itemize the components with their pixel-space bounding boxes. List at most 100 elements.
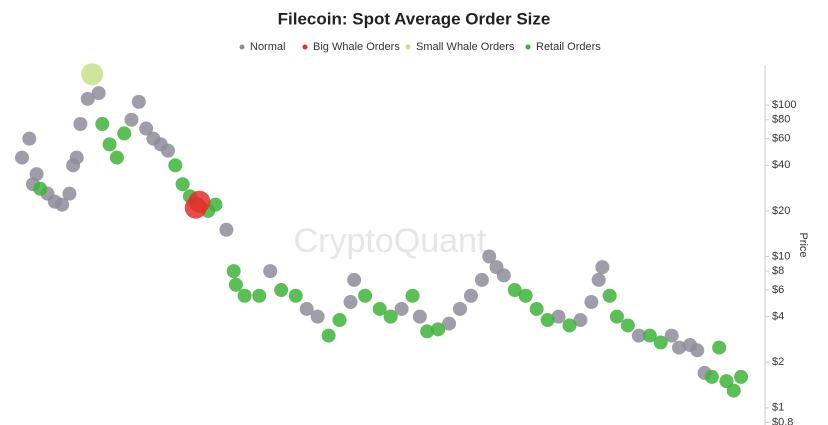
data-point bbox=[551, 309, 566, 324]
data-point bbox=[529, 301, 544, 316]
data-point bbox=[263, 264, 278, 279]
data-point bbox=[188, 190, 211, 213]
watermark: CryptoQuant bbox=[294, 222, 487, 260]
legend-label: Small Whale Orders bbox=[416, 41, 515, 53]
data-point bbox=[631, 328, 646, 343]
data-point bbox=[175, 177, 190, 192]
data-point bbox=[653, 335, 668, 350]
data-point bbox=[131, 94, 146, 109]
data-point bbox=[168, 158, 183, 173]
data-point bbox=[726, 383, 741, 398]
data-point bbox=[591, 272, 606, 287]
chart-title: Filecoin: Spot Average Order Size bbox=[278, 9, 551, 28]
data-point bbox=[124, 112, 139, 127]
legend-marker bbox=[405, 44, 411, 50]
data-point bbox=[237, 288, 252, 303]
legend-marker bbox=[239, 44, 245, 50]
data-point bbox=[383, 309, 398, 324]
data-point bbox=[672, 340, 686, 355]
data-point bbox=[482, 249, 497, 264]
data-point bbox=[139, 121, 154, 136]
data-point bbox=[321, 328, 336, 343]
data-point bbox=[33, 181, 48, 196]
data-point bbox=[80, 91, 95, 106]
y-tick-label: $6 bbox=[772, 284, 784, 296]
data-point bbox=[442, 316, 457, 331]
data-point bbox=[609, 309, 624, 324]
data-point bbox=[420, 324, 435, 339]
y-tick-label: $1 bbox=[772, 402, 784, 414]
y-tick-label: $80 bbox=[772, 114, 790, 126]
data-point bbox=[347, 272, 362, 287]
data-point bbox=[69, 150, 84, 165]
data-point bbox=[595, 260, 610, 275]
data-point bbox=[102, 137, 117, 152]
data-point bbox=[540, 313, 555, 328]
data-point bbox=[453, 301, 467, 316]
data-point bbox=[29, 167, 44, 182]
data-point bbox=[372, 301, 387, 316]
data-point bbox=[642, 328, 657, 343]
data-point bbox=[208, 197, 223, 212]
data-point bbox=[620, 318, 635, 333]
y-tick-label: $0.8 bbox=[772, 416, 793, 425]
data-point bbox=[91, 86, 106, 101]
data-point bbox=[161, 143, 175, 158]
data-point bbox=[62, 186, 77, 201]
legend-marker bbox=[302, 44, 308, 50]
data-point bbox=[310, 309, 325, 324]
data-point bbox=[719, 374, 734, 389]
data-point bbox=[226, 264, 241, 279]
data-point bbox=[562, 318, 577, 333]
legend-label: Normal bbox=[250, 41, 285, 53]
data-point bbox=[73, 116, 88, 131]
data-point bbox=[332, 313, 347, 328]
y-tick-label: $4 bbox=[772, 311, 784, 323]
data-point bbox=[22, 131, 37, 146]
data-point bbox=[95, 116, 110, 131]
data-point bbox=[412, 309, 427, 324]
data-point bbox=[343, 295, 358, 310]
data-point bbox=[252, 288, 267, 303]
legend-label: Retail Orders bbox=[536, 41, 601, 53]
data-point bbox=[394, 301, 409, 316]
y-axis-label: Price bbox=[797, 232, 809, 257]
data-point bbox=[15, 150, 29, 165]
y-tick-label: $2 bbox=[772, 356, 784, 368]
y-tick-label: $40 bbox=[772, 159, 790, 171]
data-point bbox=[117, 126, 132, 141]
data-point bbox=[704, 369, 719, 384]
legend-label: Big Whale Orders bbox=[313, 41, 400, 53]
data-point bbox=[219, 222, 234, 237]
data-point bbox=[463, 288, 478, 303]
data-point bbox=[431, 322, 446, 337]
data-point bbox=[55, 197, 70, 212]
data-point bbox=[109, 150, 124, 165]
y-tick-label: $100 bbox=[772, 99, 796, 111]
data-point bbox=[518, 288, 533, 303]
data-point bbox=[664, 328, 679, 343]
y-tick-label: $60 bbox=[772, 133, 790, 145]
data-point bbox=[274, 283, 289, 298]
data-point bbox=[405, 288, 420, 303]
data-point bbox=[734, 369, 749, 384]
data-point bbox=[584, 295, 599, 310]
y-tick-label: $8 bbox=[772, 265, 784, 277]
data-point bbox=[507, 283, 522, 298]
data-point bbox=[358, 288, 373, 303]
data-point bbox=[496, 268, 511, 283]
data-point bbox=[81, 63, 104, 86]
data-point bbox=[690, 343, 705, 358]
data-point bbox=[288, 288, 303, 303]
data-point bbox=[573, 313, 588, 328]
data-point bbox=[474, 272, 489, 287]
data-point bbox=[602, 288, 617, 303]
y-tick-label: $10 bbox=[772, 250, 790, 262]
data-point bbox=[299, 301, 314, 316]
data-point bbox=[712, 340, 727, 355]
legend-marker bbox=[525, 44, 531, 50]
y-tick-label: $20 bbox=[772, 205, 790, 217]
data-point bbox=[228, 277, 243, 292]
